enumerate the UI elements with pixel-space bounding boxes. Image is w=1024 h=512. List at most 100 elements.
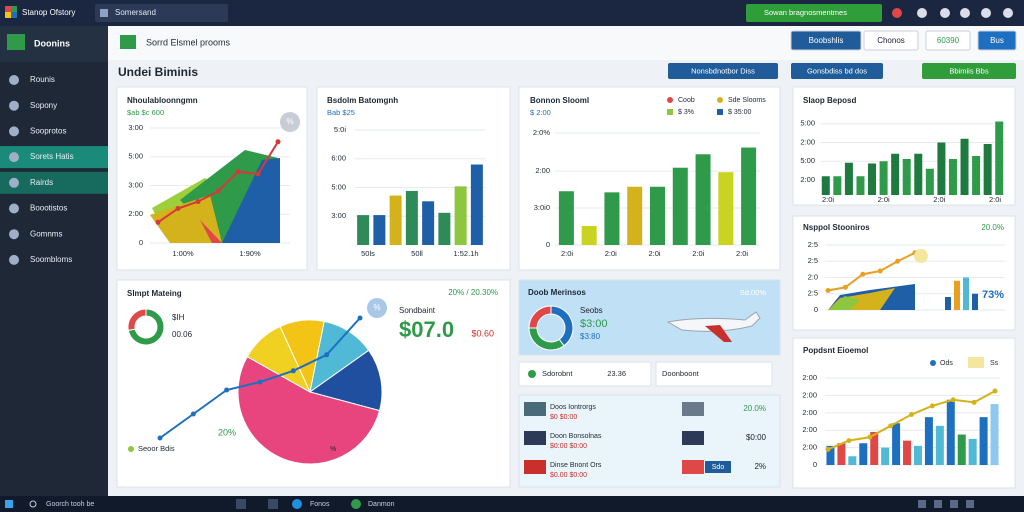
header-button-label: Boobshlis xyxy=(809,36,844,45)
menu-item[interactable]: Soombloms xyxy=(30,255,72,264)
list-thumb xyxy=(682,431,704,445)
action-button[interactable] xyxy=(746,4,882,22)
list-icon xyxy=(524,402,546,416)
top-icon xyxy=(892,8,902,18)
header-button[interactable] xyxy=(790,30,862,51)
legend-swatch xyxy=(968,357,984,368)
bar xyxy=(859,443,868,465)
y-tick-label: 5:00 xyxy=(128,152,143,161)
y-tick-label: 2:00 xyxy=(802,390,817,399)
line-point xyxy=(257,379,263,385)
sidebar-logo xyxy=(7,34,25,50)
area-shape xyxy=(200,220,222,243)
chip-label[interactable]: Sdorobnt xyxy=(542,369,573,378)
bar xyxy=(935,425,944,465)
line-point xyxy=(255,171,261,177)
x-tick-label: 2:0i xyxy=(692,249,704,258)
line xyxy=(827,251,916,292)
legend-swatch xyxy=(717,97,723,103)
bar xyxy=(837,443,846,465)
section-button-label: Bbimiis Bbs xyxy=(949,66,988,75)
header-button[interactable] xyxy=(863,30,919,51)
taskbar-app[interactable]: Fonos xyxy=(310,501,330,508)
list-value: $0:00 xyxy=(746,433,767,442)
bar xyxy=(405,190,418,245)
card-title: Bsdolm Batomgnh xyxy=(327,96,398,105)
app-title: Stanop Ofstory xyxy=(22,8,75,17)
x-tick-label: 2:0i xyxy=(989,195,1001,204)
list-sub: $0:00 $0:00 xyxy=(550,443,587,450)
start-button[interactable] xyxy=(5,500,13,508)
menu-icon xyxy=(9,254,19,265)
menu-item[interactable]: Rounis xyxy=(30,75,55,84)
app-icon xyxy=(5,6,11,12)
bar xyxy=(983,144,992,195)
card-subtitle: $ab $c 600 xyxy=(127,108,164,117)
section-button[interactable] xyxy=(922,63,1016,79)
card-subtitle: $ 2:00 xyxy=(530,108,551,117)
bar xyxy=(968,438,977,465)
bar xyxy=(946,399,955,465)
header-button[interactable] xyxy=(925,30,971,51)
legend-label: Sde Slooms xyxy=(728,97,766,104)
header-button-label: Chonos xyxy=(877,36,905,45)
bar xyxy=(925,168,934,195)
list-name: Doos Iontrorgs xyxy=(550,404,596,411)
menu-item[interactable]: Boootistos xyxy=(30,204,67,213)
y-tick-label: 2:00 xyxy=(802,373,817,382)
legend-swatch xyxy=(930,360,936,366)
x-tick-label: 2:0i xyxy=(736,249,748,258)
bar xyxy=(903,440,912,465)
bar xyxy=(373,215,386,245)
menu-item[interactable]: Sorets Hatis xyxy=(30,152,74,161)
y-tick-label: 2:00 xyxy=(800,175,815,184)
tray-icon xyxy=(966,500,974,508)
x-tick-label: 2:0i xyxy=(648,249,660,258)
section-button-label: Gonsbdiss bd dos xyxy=(807,66,867,75)
y-tick-label: 2:5 xyxy=(808,240,818,249)
amount-note: $0.60 xyxy=(471,328,494,338)
taskbar-app[interactable]: Danmon xyxy=(368,501,395,508)
card-subtitle: Bab $25 xyxy=(327,108,355,117)
menu-item[interactable]: Rairds xyxy=(30,178,53,187)
bar xyxy=(913,445,922,465)
list-name: Dinse Bnont Ors xyxy=(550,462,602,469)
list-thumb xyxy=(682,460,704,474)
slice xyxy=(127,308,147,331)
menu-item[interactable]: Sooprotos xyxy=(30,127,66,136)
card-value: 20.0% xyxy=(981,223,1004,232)
card-value: 20% / 20.30% xyxy=(448,288,498,297)
line-point xyxy=(842,284,848,290)
badge xyxy=(367,298,387,318)
line-point xyxy=(825,288,831,293)
area-shape xyxy=(150,195,222,243)
menu-icon xyxy=(9,100,19,111)
header-button[interactable] xyxy=(977,30,1017,51)
y-tick-label: 0 xyxy=(814,305,818,314)
section-button[interactable] xyxy=(791,63,883,79)
tray-icon xyxy=(950,500,958,508)
bar xyxy=(650,186,665,245)
bar xyxy=(891,153,900,195)
action-label: Sowan bragnosmentmes xyxy=(764,8,847,17)
app-icon xyxy=(11,6,17,12)
section-button[interactable] xyxy=(668,63,778,79)
plane-text: $3:00 xyxy=(580,318,608,330)
bar xyxy=(957,434,966,465)
line-point xyxy=(357,315,363,321)
tab[interactable] xyxy=(95,4,228,22)
bar xyxy=(741,147,757,245)
chip-label[interactable]: Doonboont xyxy=(662,369,700,378)
bar xyxy=(581,225,597,245)
menu-icon xyxy=(9,203,19,214)
y-tick-label: 3:00 xyxy=(331,211,346,220)
bar xyxy=(954,280,960,310)
header-title: Sorrd Elsmel prooms xyxy=(146,37,231,47)
line-point xyxy=(224,387,230,393)
menu-item[interactable]: Sopony xyxy=(30,101,57,110)
bar xyxy=(844,162,853,195)
bar xyxy=(948,159,957,195)
plane-text: $3:80 xyxy=(580,332,601,341)
menu-item[interactable]: Gomnms xyxy=(30,229,62,238)
line-point xyxy=(846,438,852,444)
